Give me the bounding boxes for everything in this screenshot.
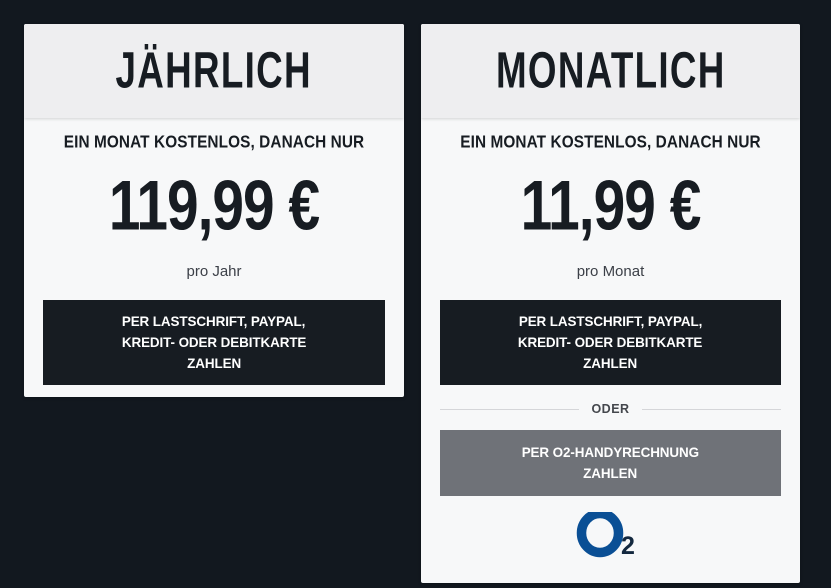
svg-text:2: 2 (621, 532, 635, 558)
